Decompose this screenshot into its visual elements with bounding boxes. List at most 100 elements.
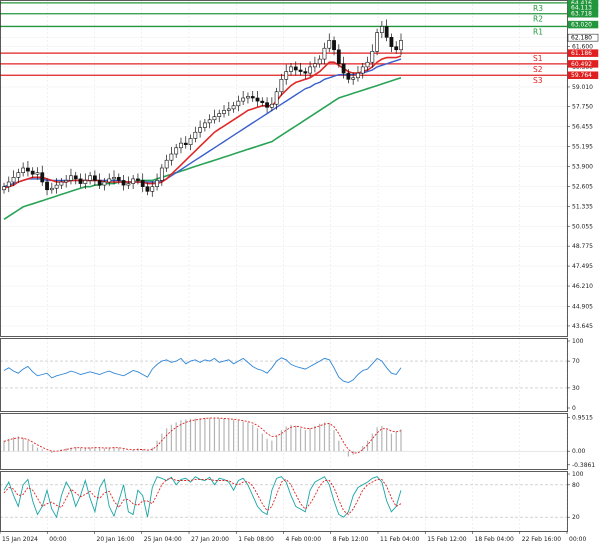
candle-body [155, 180, 159, 187]
candle-body [360, 66, 365, 74]
price-tick-label: 56.455 [572, 124, 593, 131]
candle-body [308, 66, 313, 74]
price-axis: 61.60060.30059.01057.75056.45555.19553.9… [567, 0, 599, 521]
candle-body [284, 71, 289, 80]
candle-body [336, 49, 341, 65]
candle-body [202, 122, 207, 128]
grid [0, 0, 568, 531]
candle-body [159, 167, 164, 181]
candle-body [73, 175, 78, 180]
candle-body [379, 26, 384, 33]
price-tick-label: 55.195 [572, 143, 593, 150]
candle-body [241, 97, 246, 102]
time-tick-label: 00:00 [49, 536, 66, 543]
price-tick-label: 46.210 [572, 283, 593, 290]
candle-body [217, 113, 222, 117]
time-tick-label: 22 Feb 16:00 [522, 536, 562, 543]
support-resistance-levels: R3 R2 R1 S1 S2 S3 [0, 2, 567, 85]
candle-body [174, 147, 179, 155]
time-tick-label: 8 Feb 12:00 [333, 536, 369, 543]
stoch-k-line [3, 476, 402, 519]
candle-body [279, 79, 284, 93]
price-tick-label: 59.010 [572, 84, 593, 91]
level-label-r3: R3 [533, 4, 543, 13]
level-label-s2: S2 [533, 65, 543, 74]
candle-body [64, 180, 69, 183]
candle-body [45, 181, 49, 191]
price-tick-label: 53.900 [572, 163, 593, 170]
candle-body [370, 51, 375, 63]
price-tick-label: 43.645 [572, 323, 593, 330]
price-tag-label: 63.020 [571, 22, 592, 29]
candle-body [212, 116, 217, 121]
candle-body [83, 180, 88, 184]
price-tag [567, 33, 599, 42]
candle-body [246, 96, 250, 99]
time-axis: 15 Jan 2024 00:00 20 Jan 16:00 25 Jan 04:00… [0, 531, 586, 543]
time-tick-label: 25 Jan 04:00 [144, 536, 182, 543]
candle-body [236, 100, 241, 107]
candle-body [289, 66, 293, 72]
candle-body [183, 142, 188, 145]
candle-body [136, 178, 140, 181]
price-tick-label: 61.600 [572, 44, 593, 51]
price-tick-label: 48.775 [572, 243, 593, 250]
price-tag-label: 63.718 [571, 11, 592, 18]
candle-body [250, 96, 255, 99]
candle-body [375, 32, 379, 52]
osc-tick-label: 0.9515 [572, 415, 593, 422]
stoch-d-line [3, 477, 402, 516]
time-tick-label: 18 Feb 04:00 [475, 536, 515, 543]
candle-body [59, 181, 64, 186]
candle-body [112, 177, 116, 180]
candle-body [193, 131, 198, 139]
indicator-panels [0, 357, 567, 519]
rsi-tick-label: 0 [572, 405, 576, 412]
candle-body [26, 167, 30, 172]
time-tick-label: 4 Feb 00:00 [286, 536, 322, 543]
candle-body [298, 69, 303, 72]
price-tick-label: 47.495 [572, 263, 593, 270]
price-tag-label: 64.416 [571, 0, 592, 7]
candle-body [260, 100, 265, 103]
candle-body [164, 159, 169, 169]
candle-body [131, 178, 136, 184]
panel-frames [0, 0, 568, 532]
price-tag-label: 60.492 [571, 61, 592, 68]
price-tick-label: 44.905 [572, 303, 593, 310]
candle-body [394, 46, 399, 51]
candle-body [293, 66, 298, 71]
candle-body [384, 26, 389, 38]
price-tag-label: 62.180 [571, 35, 592, 42]
candle-body [54, 184, 59, 189]
candle-body [265, 102, 269, 108]
level-label-s3: S3 [533, 76, 543, 85]
time-tick-label: 11 Feb 04:00 [380, 536, 420, 543]
price-tag-label: 59.764 [571, 72, 592, 79]
price-tag-label: 64.113 [571, 5, 592, 12]
candle-body [226, 108, 231, 111]
candle-body [30, 170, 35, 175]
time-tick-label: 15 Jan 2024 [2, 536, 38, 543]
candle-body [69, 175, 73, 181]
price-tag [567, 9, 599, 18]
stoch-tick-label: 80 [572, 482, 580, 489]
stoch-tick-label: 20 [572, 514, 580, 521]
time-tick-label: 20 Jan 16:00 [97, 536, 135, 543]
candle-body [126, 183, 131, 186]
candle-body [274, 91, 279, 105]
price-tick-label: 50.055 [572, 223, 593, 230]
candle-body [317, 58, 322, 65]
candle-body [332, 40, 336, 51]
candle-body [346, 72, 351, 80]
price-tick-label: 57.750 [572, 104, 593, 111]
stoch-tick-label: 100 [572, 471, 584, 478]
candles [2, 19, 403, 197]
candle-body [322, 47, 327, 60]
candle-body [2, 186, 6, 191]
candle-body [140, 180, 145, 187]
candle-body [399, 40, 403, 51]
panel-frame-main [0, 0, 568, 337]
candle-body [327, 40, 332, 49]
